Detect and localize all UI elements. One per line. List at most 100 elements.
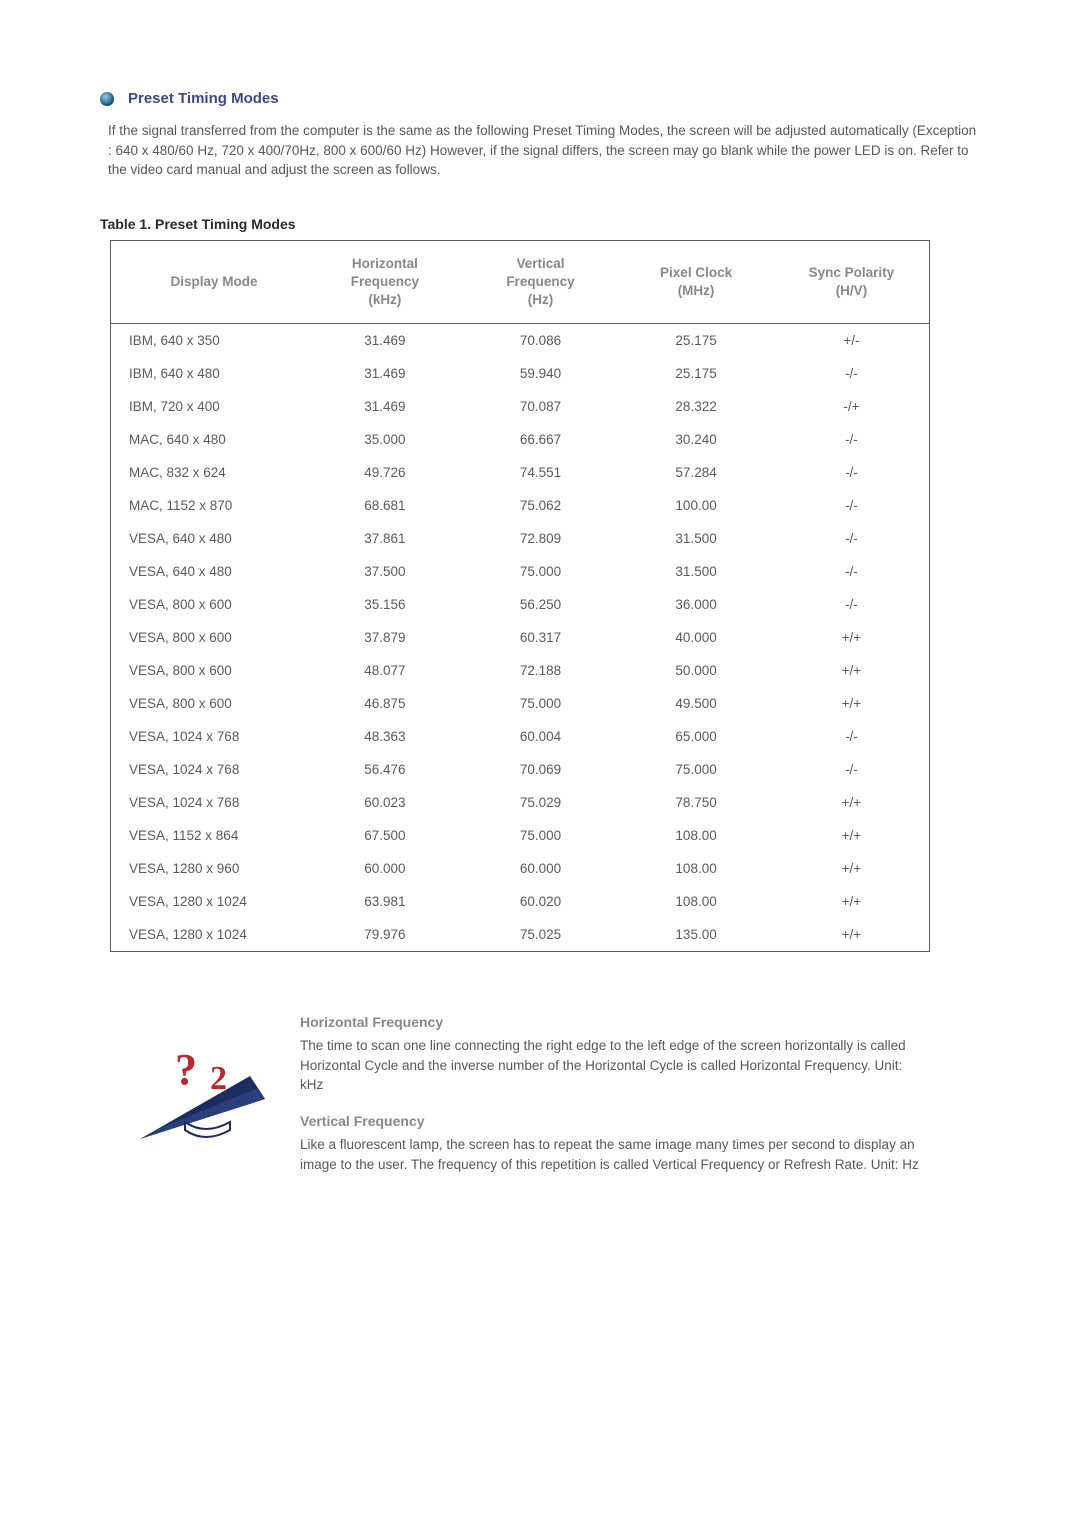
cell-hfreq: 60.000 [307, 852, 463, 885]
section-heading-row: Preset Timing Modes [100, 90, 980, 107]
cell-pixel: 31.500 [618, 522, 774, 555]
cell-vfreq: 75.025 [463, 918, 619, 952]
cell-mode: MAC, 1152 x 870 [111, 489, 308, 522]
cell-hfreq: 49.726 [307, 456, 463, 489]
cell-pixel: 25.175 [618, 357, 774, 390]
bullet-icon [100, 92, 114, 106]
intro-paragraph: If the signal transferred from the compu… [108, 121, 980, 180]
cell-sync: +/+ [774, 819, 930, 852]
cell-pixel: 135.00 [618, 918, 774, 952]
cell-pixel: 75.000 [618, 753, 774, 786]
horizontal-freq-text: The time to scan one line connecting the… [300, 1036, 920, 1095]
table-row: VESA, 1280 x 102463.98160.020108.00+/+ [111, 885, 930, 918]
table-row: VESA, 1152 x 86467.50075.000108.00+/+ [111, 819, 930, 852]
table-row: VESA, 640 x 48037.86172.80931.500-/- [111, 522, 930, 555]
cell-hfreq: 68.681 [307, 489, 463, 522]
cell-pixel: 31.500 [618, 555, 774, 588]
col-horizontal-freq: HorizontalFrequency(kHz) [307, 240, 463, 324]
cell-pixel: 100.00 [618, 489, 774, 522]
table-title: Table 1. Preset Timing Modes [100, 216, 980, 232]
table-row: MAC, 1152 x 87068.68175.062100.00-/- [111, 489, 930, 522]
frequency-icon: ? 2 [130, 1044, 280, 1154]
table-row: VESA, 1024 x 76848.36360.00465.000-/- [111, 720, 930, 753]
cell-sync: -/- [774, 555, 930, 588]
cell-pixel: 40.000 [618, 621, 774, 654]
cell-mode: VESA, 1024 x 768 [111, 720, 308, 753]
cell-sync: +/+ [774, 852, 930, 885]
cell-mode: IBM, 640 x 350 [111, 324, 308, 358]
cell-mode: VESA, 1280 x 1024 [111, 885, 308, 918]
cell-vfreq: 70.069 [463, 753, 619, 786]
cell-sync: +/+ [774, 918, 930, 952]
cell-mode: VESA, 1152 x 864 [111, 819, 308, 852]
cell-hfreq: 31.469 [307, 357, 463, 390]
col-pixel-clock: Pixel Clock(MHz) [618, 240, 774, 324]
cell-mode: VESA, 640 x 480 [111, 555, 308, 588]
cell-mode: MAC, 640 x 480 [111, 423, 308, 456]
cell-hfreq: 37.500 [307, 555, 463, 588]
cell-hfreq: 56.476 [307, 753, 463, 786]
cell-vfreq: 59.940 [463, 357, 619, 390]
cell-pixel: 108.00 [618, 819, 774, 852]
cell-pixel: 108.00 [618, 885, 774, 918]
table-row: IBM, 640 x 48031.46959.94025.175-/- [111, 357, 930, 390]
table-row: VESA, 1280 x 102479.97675.025135.00+/+ [111, 918, 930, 952]
cell-mode: MAC, 832 x 624 [111, 456, 308, 489]
cell-mode: VESA, 1280 x 960 [111, 852, 308, 885]
cell-sync: +/+ [774, 687, 930, 720]
cell-sync: +/+ [774, 786, 930, 819]
table-row: VESA, 800 x 60035.15656.25036.000-/- [111, 588, 930, 621]
cell-vfreq: 60.317 [463, 621, 619, 654]
col-vertical-freq: VerticalFrequency(Hz) [463, 240, 619, 324]
cell-vfreq: 70.086 [463, 324, 619, 358]
cell-hfreq: 31.469 [307, 324, 463, 358]
cell-mode: IBM, 720 x 400 [111, 390, 308, 423]
cell-vfreq: 75.000 [463, 819, 619, 852]
cell-hfreq: 48.363 [307, 720, 463, 753]
cell-hfreq: 48.077 [307, 654, 463, 687]
cell-hfreq: 37.861 [307, 522, 463, 555]
table-row: MAC, 640 x 48035.00066.66730.240-/- [111, 423, 930, 456]
cell-pixel: 57.284 [618, 456, 774, 489]
cell-vfreq: 66.667 [463, 423, 619, 456]
cell-pixel: 36.000 [618, 588, 774, 621]
cell-vfreq: 75.029 [463, 786, 619, 819]
cell-vfreq: 60.020 [463, 885, 619, 918]
cell-vfreq: 74.551 [463, 456, 619, 489]
table-row: MAC, 832 x 62449.72674.55157.284-/- [111, 456, 930, 489]
table-row: VESA, 800 x 60046.87575.00049.500+/+ [111, 687, 930, 720]
cell-hfreq: 46.875 [307, 687, 463, 720]
timing-modes-table: Display Mode HorizontalFrequency(kHz) Ve… [110, 240, 930, 953]
cell-sync: +/+ [774, 621, 930, 654]
vertical-freq-text: Like a fluorescent lamp, the screen has … [300, 1135, 920, 1174]
cell-mode: VESA, 640 x 480 [111, 522, 308, 555]
col-display-mode: Display Mode [111, 240, 308, 324]
cell-vfreq: 70.087 [463, 390, 619, 423]
cell-mode: IBM, 640 x 480 [111, 357, 308, 390]
cell-hfreq: 79.976 [307, 918, 463, 952]
cell-sync: -/- [774, 588, 930, 621]
cell-vfreq: 72.188 [463, 654, 619, 687]
cell-sync: -/- [774, 357, 930, 390]
cell-mode: VESA, 800 x 600 [111, 687, 308, 720]
cell-mode: VESA, 1280 x 1024 [111, 918, 308, 952]
cell-hfreq: 31.469 [307, 390, 463, 423]
cell-sync: +/+ [774, 885, 930, 918]
cell-pixel: 78.750 [618, 786, 774, 819]
svg-text:?: ? [175, 1045, 197, 1094]
cell-sync: -/- [774, 423, 930, 456]
cell-vfreq: 56.250 [463, 588, 619, 621]
cell-pixel: 108.00 [618, 852, 774, 885]
cell-pixel: 30.240 [618, 423, 774, 456]
table-row: VESA, 1280 x 96060.00060.000108.00+/+ [111, 852, 930, 885]
cell-hfreq: 60.023 [307, 786, 463, 819]
cell-pixel: 49.500 [618, 687, 774, 720]
table-row: VESA, 640 x 48037.50075.00031.500-/- [111, 555, 930, 588]
cell-sync: +/- [774, 324, 930, 358]
section-title: Preset Timing Modes [128, 90, 279, 107]
cell-vfreq: 75.000 [463, 687, 619, 720]
cell-vfreq: 60.004 [463, 720, 619, 753]
cell-hfreq: 35.000 [307, 423, 463, 456]
cell-sync: -/- [774, 720, 930, 753]
horizontal-freq-title: Horizontal Frequency [300, 1014, 920, 1030]
